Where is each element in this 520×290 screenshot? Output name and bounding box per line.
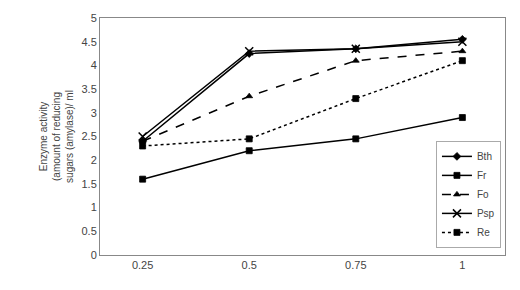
svg-text:4: 4 (91, 59, 97, 71)
svg-text:Fo: Fo (477, 189, 489, 200)
svg-text:Bth: Bth (477, 151, 492, 162)
svg-text:1: 1 (91, 201, 97, 213)
svg-text:0: 0 (91, 249, 97, 261)
svg-text:1: 1 (459, 259, 465, 271)
svg-text:3: 3 (91, 107, 97, 119)
svg-text:Enzyme activity(amount of redu: Enzyme activity(amount of reducingsugars… (38, 90, 75, 183)
svg-text:Fr: Fr (477, 170, 487, 181)
svg-text:0.75: 0.75 (345, 259, 366, 271)
svg-text:Psp: Psp (477, 208, 495, 219)
svg-text:0.5: 0.5 (82, 225, 97, 237)
svg-text:0.25: 0.25 (132, 259, 153, 271)
svg-text:2: 2 (91, 154, 97, 166)
svg-text:5: 5 (91, 12, 97, 24)
svg-text:3.5: 3.5 (82, 83, 97, 95)
svg-text:1.5: 1.5 (82, 178, 97, 190)
svg-text:0.5: 0.5 (242, 259, 257, 271)
svg-text:2.5: 2.5 (82, 130, 97, 142)
svg-text:Re: Re (477, 227, 490, 238)
svg-text:4.5: 4.5 (82, 36, 97, 48)
